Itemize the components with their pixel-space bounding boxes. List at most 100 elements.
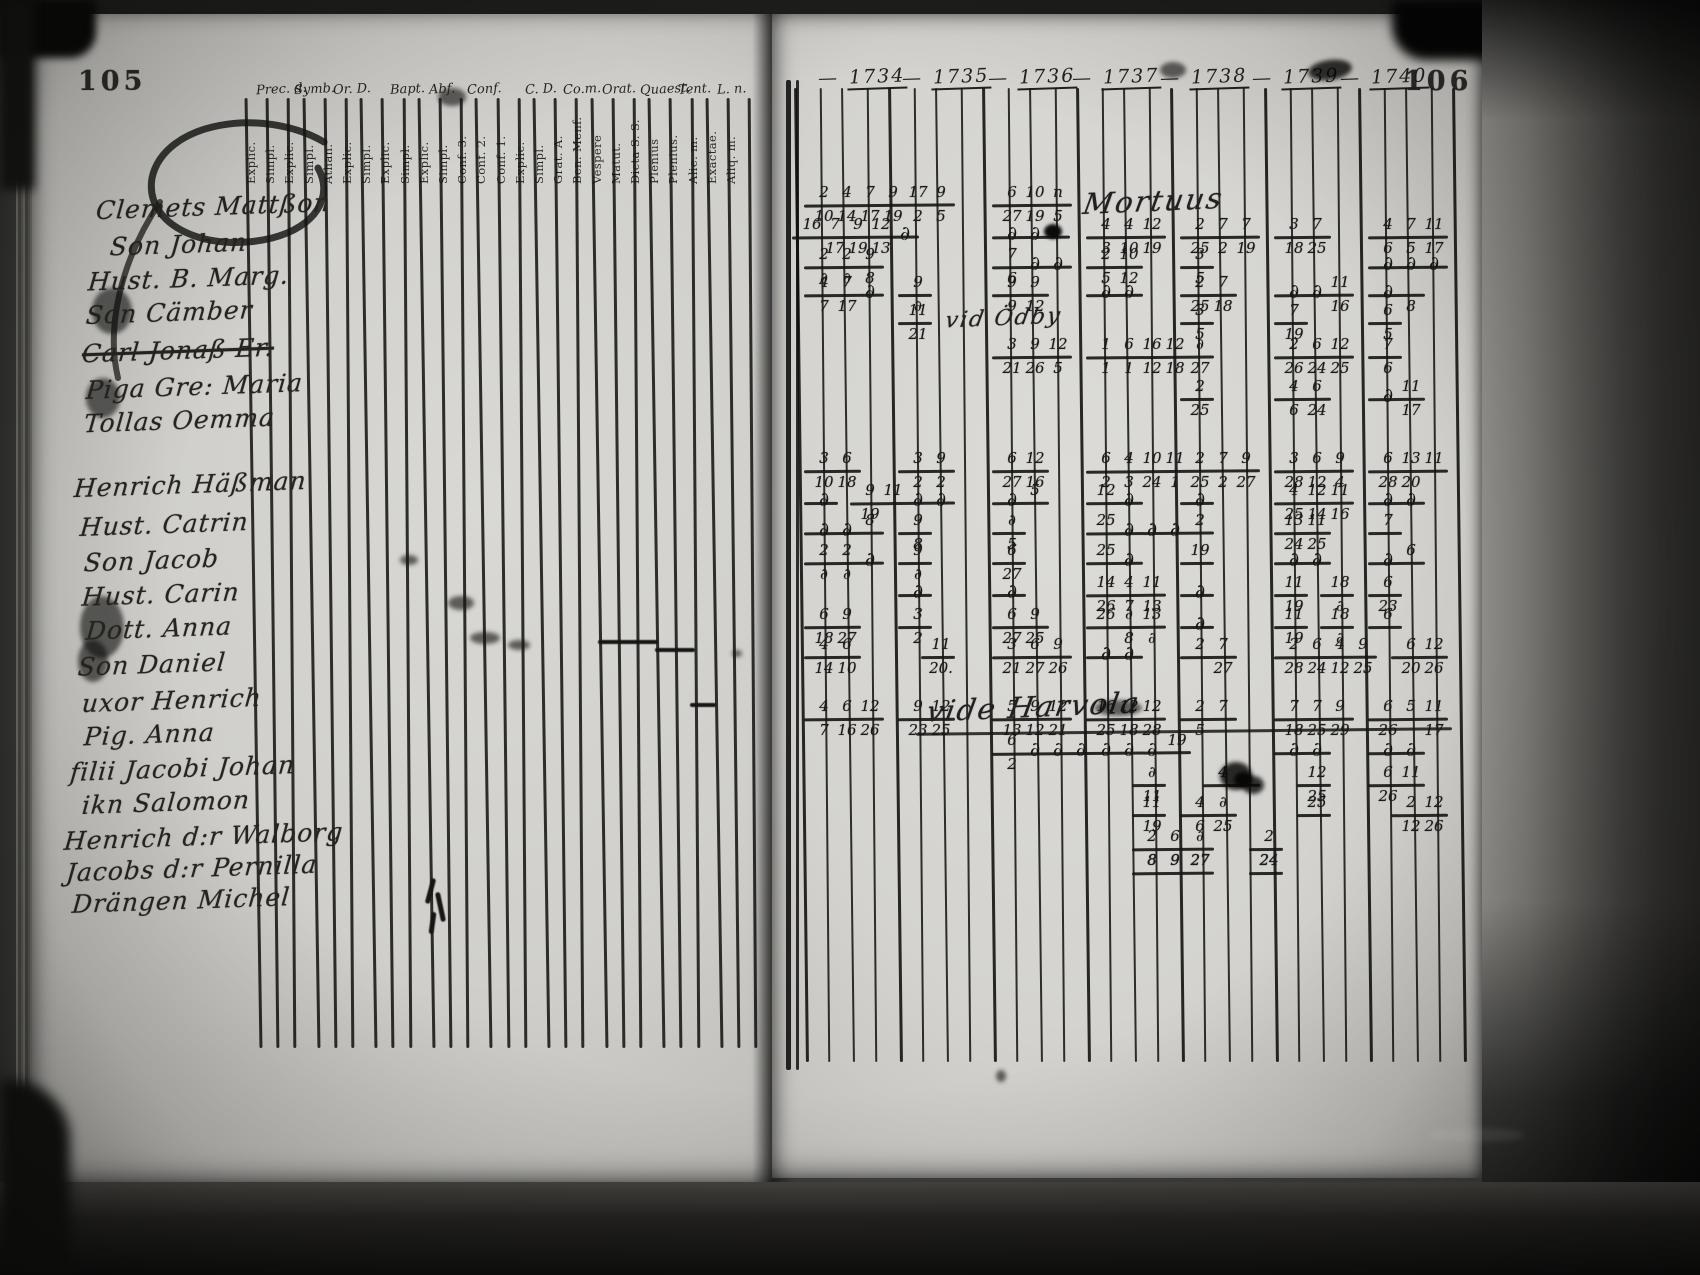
entry-number-top: 9 bbox=[913, 511, 923, 529]
entry-number-bottom: 7 bbox=[1124, 597, 1134, 615]
header-group-label: Symb. bbox=[294, 80, 336, 99]
entry-number-top: 6 bbox=[1383, 301, 1393, 319]
entry-number-top: 6 bbox=[1406, 541, 1416, 559]
entry-number-top: 27 bbox=[1190, 851, 1210, 869]
entry-number-top: 4 bbox=[1124, 215, 1134, 233]
name-entry: Son Johan bbox=[108, 227, 249, 262]
entry-number-bottom: 14 bbox=[837, 207, 857, 225]
entry-number-top: 10 bbox=[1025, 183, 1045, 201]
entry-number-top: 7 bbox=[1312, 215, 1322, 233]
entry-number-top: 7 bbox=[1218, 449, 1228, 467]
ditto-mark: ∂ bbox=[1052, 737, 1064, 761]
entry-number-top: 6 bbox=[1312, 635, 1322, 653]
ink-dot bbox=[732, 650, 742, 657]
entry-number-top: 24 bbox=[1259, 851, 1279, 869]
entry-number-top: 4 bbox=[1124, 573, 1134, 591]
entry-number-bottom: 25 bbox=[1213, 817, 1233, 835]
entry-number-bottom: 21 bbox=[1002, 359, 1022, 377]
entry-number-bottom: 17 bbox=[860, 207, 880, 225]
year-label: — 1740 bbox=[1340, 64, 1430, 91]
entry-number-top: 6 bbox=[842, 449, 852, 467]
photo-edge-right-shading bbox=[1482, 0, 1700, 1275]
name-entry: filii Jacobi Johan bbox=[68, 750, 297, 787]
name-entry: Son Jacob bbox=[82, 543, 221, 578]
entry-number-bottom: 2 bbox=[1007, 755, 1017, 773]
entry-number-top: 9 bbox=[1030, 335, 1040, 353]
header-group-label: L. n. bbox=[716, 81, 747, 98]
ruled-line bbox=[1170, 88, 1186, 1062]
entry-number-top: 11 bbox=[1401, 377, 1421, 395]
header-subcolumn-label: Matut. bbox=[608, 142, 623, 184]
entry-number-top: 12 bbox=[1424, 635, 1444, 653]
ruled-line bbox=[669, 98, 683, 1048]
year-label: — 1734 bbox=[817, 64, 908, 91]
entry-number-bottom: 19 bbox=[1025, 207, 1045, 225]
entry-number-top: 6 bbox=[1383, 573, 1393, 591]
entry-number-top: 8 bbox=[1147, 851, 1157, 869]
entry-number-bottom: 24 bbox=[1307, 359, 1327, 377]
entry-number-bottom: 11 bbox=[1142, 787, 1162, 805]
entry-number-bottom: 2 bbox=[913, 207, 923, 225]
smudge bbox=[400, 555, 418, 565]
entry-number-top: 11 bbox=[1424, 215, 1444, 233]
name-entry: Hust. Carin bbox=[80, 577, 241, 612]
entry-number-top: 9 bbox=[913, 273, 923, 291]
ditto-mark: ∂ bbox=[1288, 737, 1300, 761]
entry-number-top: 13 bbox=[1142, 605, 1162, 623]
year-dash: — bbox=[817, 66, 848, 90]
entry-number-bottom: 6 bbox=[1289, 401, 1299, 419]
entry-number-bottom: 19 bbox=[848, 239, 868, 257]
entry-number-top: 11 bbox=[1165, 449, 1185, 467]
entry-number-bottom: ∂ bbox=[1148, 629, 1156, 647]
smudge bbox=[1094, 700, 1142, 716]
entry-number-bottom: 16 bbox=[1025, 473, 1045, 491]
entry-number-top: 9 bbox=[1170, 851, 1180, 869]
entry-number-top: 11 bbox=[1424, 449, 1444, 467]
entry-number-bottom: 13 bbox=[1142, 597, 1162, 615]
ruled-line bbox=[690, 98, 700, 1048]
entry-number-bottom: 5 bbox=[1053, 207, 1063, 225]
name-entry: ikn Salomon bbox=[80, 785, 252, 820]
entry-number-bottom: 27 bbox=[1002, 207, 1022, 225]
entry-number-bottom: 24 bbox=[1307, 401, 1327, 419]
ditto-mark: ∂ bbox=[1405, 487, 1417, 511]
entry-number-bottom: 14 bbox=[814, 659, 834, 677]
entry-number-bottom: 8 bbox=[1124, 629, 1134, 647]
page-number-left: 105 bbox=[78, 66, 147, 97]
ruled-line bbox=[496, 98, 510, 1048]
row-line bbox=[1179, 561, 1215, 565]
entry-number-bottom: 5 bbox=[1101, 269, 1111, 287]
entry-number-top: 11 bbox=[883, 481, 903, 499]
entry-number-top: 9 bbox=[1030, 273, 1040, 291]
entry-number-top: 12 bbox=[1307, 763, 1327, 781]
entry-number-top: 2 bbox=[1195, 273, 1205, 291]
ditto-mark: ∂ bbox=[818, 487, 830, 511]
entry-number-top: 2 bbox=[842, 541, 852, 559]
header-subcolumn-label: Conf. 1. bbox=[493, 135, 508, 184]
entry-number-top: 2 bbox=[1195, 215, 1205, 233]
entry-number-bottom: 1 bbox=[1124, 359, 1134, 377]
entry-number-top: 4 bbox=[819, 635, 829, 653]
entry-number-bottom: 19 bbox=[1142, 239, 1162, 257]
entry-number-bottom: 27 bbox=[1190, 851, 1210, 869]
header-group-label: Conf. bbox=[466, 81, 503, 98]
entry-number-top: 12 bbox=[871, 215, 891, 233]
entry-number-bottom: 27 bbox=[1002, 629, 1022, 647]
entry-number-top: 9 bbox=[1030, 605, 1040, 623]
entry-number-top: 7 bbox=[1218, 273, 1228, 291]
entry-number-bottom: 19 bbox=[1236, 239, 1256, 257]
entry-number-top: 2 bbox=[1101, 245, 1111, 263]
entry-number-bottom: 28 bbox=[1378, 473, 1398, 491]
year-dash: — bbox=[1251, 66, 1282, 90]
entry-number-top: 9 bbox=[1335, 697, 1345, 715]
row-line bbox=[1367, 531, 1403, 535]
entry-number-top: 6 bbox=[1312, 377, 1322, 395]
ink-blot bbox=[1242, 776, 1264, 794]
entry-number-top: 4 bbox=[1195, 793, 1205, 811]
entry-number-top: 6 bbox=[1007, 731, 1017, 749]
entry-number-top: 5 bbox=[1030, 481, 1040, 499]
ruled-line bbox=[982, 88, 998, 1062]
entry-number-bottom: ∂ bbox=[820, 565, 828, 583]
entry-number-top: 8 bbox=[865, 511, 875, 529]
ditto-mark: ∂ bbox=[1428, 251, 1440, 275]
